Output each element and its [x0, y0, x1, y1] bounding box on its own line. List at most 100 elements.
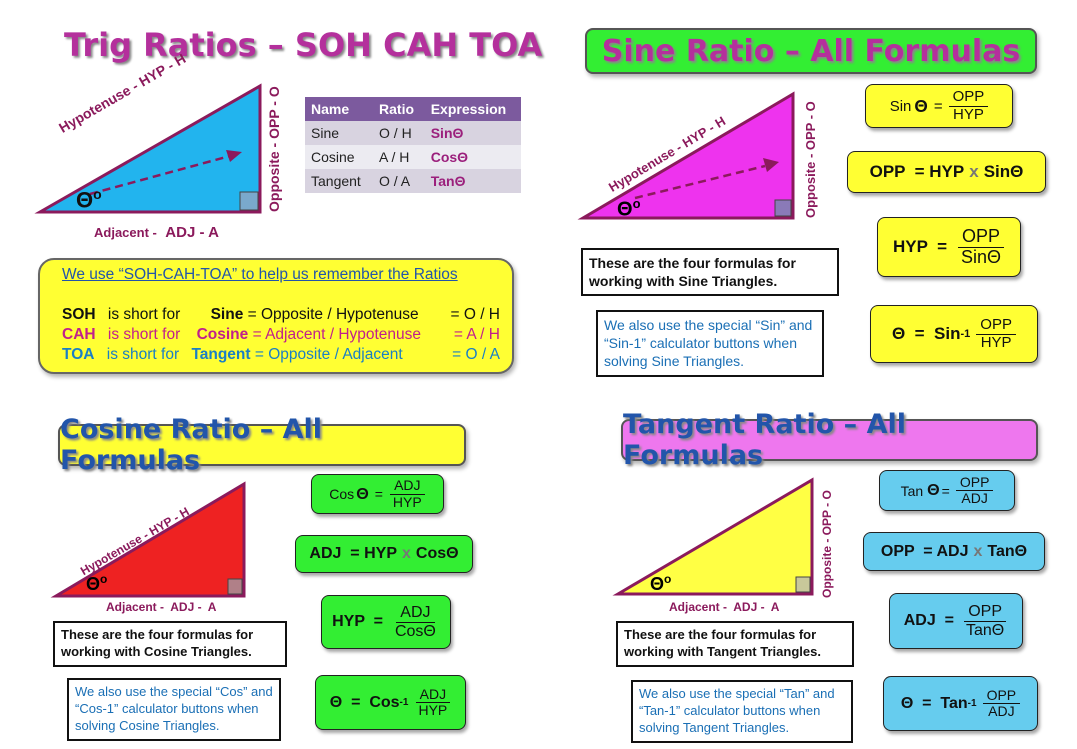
f3-fraction: OPP TanΘ: [962, 603, 1008, 639]
toa-row: TOA is short for Tangent = Opposite / Ad…: [62, 346, 403, 364]
tangent-title: Tangent Ratio – All Formulas: [623, 409, 906, 471]
f3-lhs: HYP =: [332, 613, 383, 630]
table-row: Tangent O / A TanΘ: [305, 169, 521, 193]
f1-num: OPP: [948, 88, 989, 107]
f1-label: Tan: [900, 482, 924, 499]
f4-den: HYP: [418, 702, 448, 718]
sine-title: Sine Ratio – All Formulas: [601, 33, 1021, 69]
adj-prefix: Adjacent -: [94, 225, 157, 240]
soh-abbr: SOH: [62, 306, 96, 323]
tangent-opp-label: Opposite - OPP - O: [820, 490, 834, 598]
tangent-calculator-note: We also use the special “Tan” and “Tan-1…: [631, 680, 853, 743]
sine-theta: Θo: [617, 196, 641, 222]
f3-den: TanΘ: [966, 621, 1005, 639]
f1-num: OPP: [955, 474, 994, 491]
f2-x: x: [973, 542, 983, 560]
theta-symbol: Θ: [927, 481, 940, 499]
soh-rhs: = O / H: [450, 306, 500, 323]
cosine-title: Cosine Ratio – All Formulas: [60, 414, 323, 476]
trig-title: Trig Ratios – SOH CAH TOA: [64, 26, 543, 64]
cell-expression: TanΘ: [424, 169, 521, 193]
f4-den: HYP: [980, 333, 1012, 351]
tangent-formula-1: Tan Θ = OPP ADJ: [879, 470, 1015, 511]
f3-fraction: ADJ CosΘ: [391, 604, 440, 640]
toa-func: Tangent: [191, 346, 251, 363]
f1-eq: =: [933, 97, 943, 115]
cah-short: is short for: [107, 326, 181, 343]
theta-symbol: Θ: [76, 187, 94, 213]
cosine-formula-2: ADJ = HYP x CosΘ: [295, 535, 473, 573]
f3-den: SinΘ: [961, 246, 1002, 267]
sine-formula-1: Sin Θ = OPP HYP: [865, 84, 1013, 128]
degree-symbol: o: [93, 186, 102, 202]
cah-func: Cosine: [196, 326, 249, 343]
toa-rhs: = O / A: [452, 346, 500, 363]
f1-fraction: ADJ HYP: [389, 477, 426, 510]
f2-text: OPP = ADJ: [880, 542, 969, 560]
cell-name: Cosine: [305, 145, 374, 169]
f2-text: ADJ = HYP: [309, 545, 397, 562]
sine-triangle: [577, 91, 795, 220]
cell-name: Tangent: [305, 169, 374, 193]
f4-lhs: Θ = Cos: [329, 693, 400, 711]
f3-den: CosΘ: [394, 622, 436, 640]
f1-num: ADJ: [390, 477, 425, 495]
cah-rhs: = A / H: [453, 326, 500, 343]
f4-sup: -1: [967, 698, 977, 709]
col-ratio: Ratio: [373, 97, 425, 121]
soh-heading: We use “SOH-CAH-TOA” to help us remember…: [62, 266, 458, 283]
trig-opp-label: Opposite - OPP - O: [266, 86, 282, 212]
table-row: Sine O / H SinΘ: [305, 121, 521, 145]
f2-x: x: [402, 545, 411, 562]
cosine-calculator-note: We also use the special “Cos” and “Cos-1…: [67, 678, 281, 741]
toa-def: = Opposite / Adjacent: [254, 346, 403, 363]
f4-fraction: OPP HYP: [976, 316, 1016, 351]
f1-fraction: OPP HYP: [948, 88, 989, 123]
f1-den: ADJ: [961, 490, 988, 506]
cosine-triangle: [50, 481, 246, 598]
cell-ratio: O / H: [373, 121, 425, 145]
f4-fraction: OPP ADJ: [982, 687, 1021, 720]
cosine-formula-3: HYP = ADJ CosΘ: [321, 595, 451, 649]
cah-row: CAH is short for Cosine = Adjacent / Hyp…: [62, 326, 421, 344]
soh-cah-toa-box: We use “SOH-CAH-TOA” to help us remember…: [38, 258, 514, 374]
f4-sup: -1: [960, 328, 971, 340]
f4-sup: -1: [399, 697, 409, 708]
f3-lhs: HYP =: [892, 237, 947, 256]
degree-symbol: o: [632, 196, 641, 211]
f4-lhs: Θ = Sin: [892, 324, 961, 343]
toa-abbr: TOA: [62, 346, 95, 363]
toa-short: is short for: [106, 346, 180, 363]
sine-formula-2: OPP = HYP x SinΘ: [847, 151, 1046, 193]
tangent-title-box: Tangent Ratio – All Formulas: [621, 409, 1038, 471]
f4-den: ADJ: [988, 703, 1015, 719]
soh-def: = Opposite / Hypotenuse: [247, 306, 419, 323]
trig-triangle: [34, 83, 262, 214]
cosine-formula-1: Cos Θ = ADJ HYP: [311, 474, 444, 514]
f4-fraction: ADJ HYP: [414, 686, 451, 719]
theta-symbol: Θ: [617, 198, 633, 221]
cosine-formula-4: Θ = Cos -1 ADJ HYP: [315, 675, 466, 730]
cah-def: = Adjacent / Hypotenuse: [252, 326, 422, 343]
theta-symbol: Θ: [914, 95, 928, 116]
cell-expression: CosΘ: [424, 145, 521, 169]
degree-symbol: o: [664, 572, 672, 586]
f1-eq: =: [374, 486, 383, 502]
table-row: Cosine A / H CosΘ: [305, 145, 521, 169]
soh-row: SOH is short for Sine = Opposite / Hypot…: [62, 306, 419, 324]
cell-name: Sine: [305, 121, 374, 145]
theta-symbol: Θ: [356, 484, 369, 503]
f3-num: ADJ: [396, 604, 435, 623]
cosine-title-box: Cosine Ratio – All Formulas: [58, 414, 466, 476]
f2-x: x: [969, 162, 979, 181]
f2-end: SinΘ: [983, 162, 1024, 181]
tangent-theta: Θo: [650, 572, 671, 595]
f1-label: Sin: [889, 97, 912, 115]
tangent-triangle: [612, 477, 814, 596]
sine-formula-4: Θ = Sin -1 OPP HYP: [870, 305, 1038, 363]
f4-lhs: Θ = Tan: [900, 694, 968, 712]
f1-label: Cos: [329, 486, 355, 502]
f1-fraction: OPP ADJ: [955, 474, 994, 507]
trig-theta: Θo: [76, 186, 102, 213]
cell-ratio: O / A: [373, 169, 425, 193]
